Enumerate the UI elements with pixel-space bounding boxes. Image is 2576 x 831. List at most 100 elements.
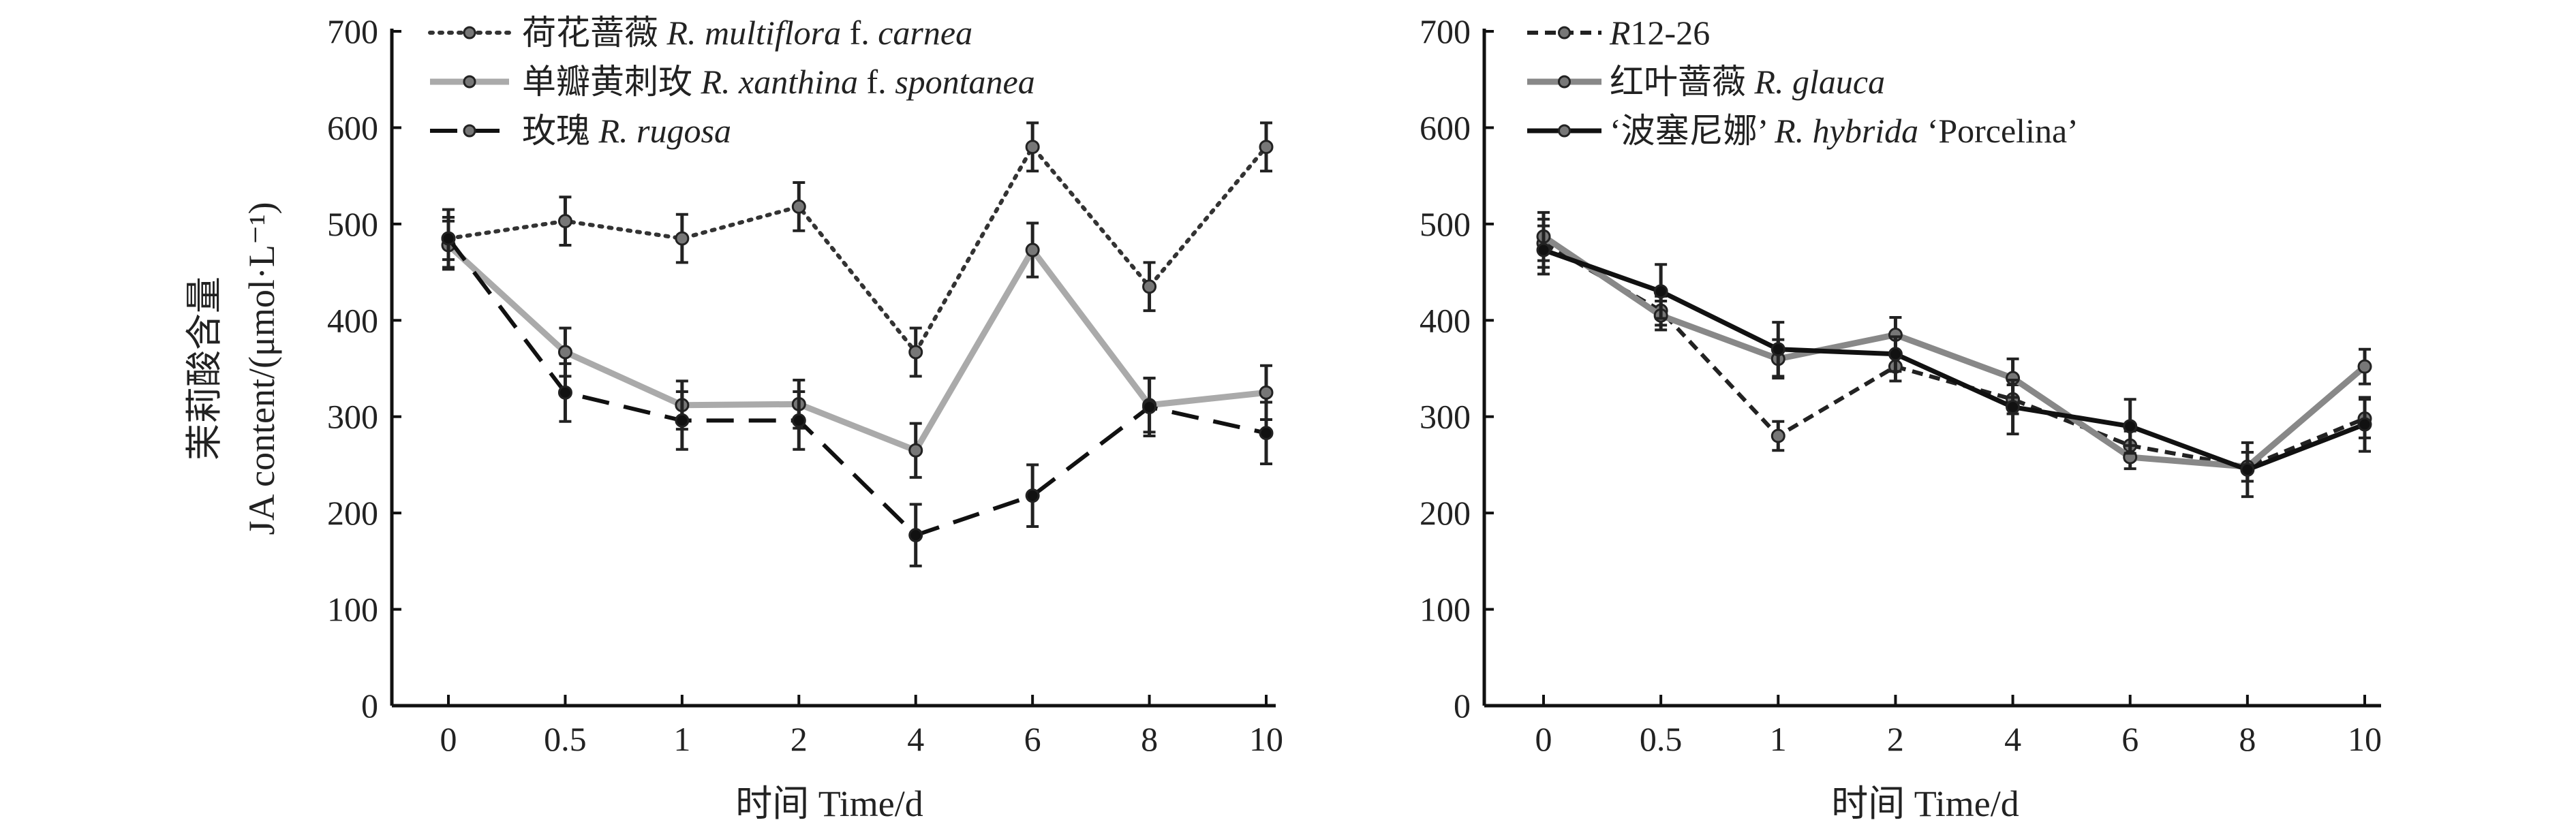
y-tick-label: 400 — [327, 301, 378, 339]
data-point — [1770, 342, 1785, 357]
series-line — [446, 144, 1268, 354]
data-point — [2240, 462, 2255, 477]
data-point — [908, 443, 923, 458]
y-tick-label: 700 — [1420, 12, 1471, 50]
y-tick-label: 200 — [1420, 494, 1471, 532]
y-axis-label-en: JA content/(μmol·L⁻¹) — [241, 202, 282, 535]
data-point — [1259, 426, 1274, 441]
chart-panel-1: 0 100 200 300 400 500 600 700 0 0.5 1 2 4 6 8 10 时间 Time… — [184, 12, 1283, 824]
x-tick-label: 0 — [440, 720, 457, 758]
y-tick-label: 300 — [327, 398, 378, 436]
legend-item: 单瓣黄刺玫 R. xanthina f. spontanea — [430, 63, 1035, 101]
y-tick-label: 0 — [361, 687, 378, 725]
legend-label-part: carnea — [878, 14, 972, 52]
x-tick-label: 0.5 — [1640, 720, 1683, 758]
x-axis-label: 时间 Time/d — [735, 783, 923, 824]
y-tick-label: 600 — [327, 108, 378, 146]
legend-label-part: ‘波塞尼娜’ — [1610, 112, 1775, 150]
legend-item: 玫瑰 R. rugosa — [430, 112, 731, 150]
data-point — [557, 385, 572, 400]
legend-marker — [463, 124, 476, 138]
legend-label: 玫瑰 R. rugosa — [522, 112, 731, 150]
legend-label-part: 单瓣黄刺玫 — [522, 63, 701, 101]
y-tick-label: 500 — [1420, 205, 1471, 243]
y-tick-label: 600 — [1420, 108, 1471, 146]
x-tick-label: 8 — [2239, 720, 2256, 758]
x-tick-label: 6 — [2121, 720, 2138, 758]
data-point — [908, 528, 923, 543]
x-tick-label: 8 — [1141, 720, 1158, 758]
series-2 — [1536, 210, 2372, 483]
data-point — [2357, 359, 2372, 374]
y-tick-label: 300 — [1420, 398, 1471, 436]
legend-marker — [1558, 124, 1571, 138]
data-point — [441, 231, 456, 246]
y-tick-label: 400 — [1420, 301, 1471, 339]
x-tick-label: 2 — [1887, 720, 1904, 758]
data-point — [1259, 385, 1274, 400]
data-point — [1536, 242, 1551, 257]
y-tick-label: 100 — [1420, 591, 1471, 629]
x-tick-label: 1 — [673, 720, 690, 758]
series-line — [1542, 247, 2366, 472]
legend-label: ‘波塞尼娜’ R. hybrida ‘Porcelina’ — [1610, 112, 2079, 150]
data-point — [557, 214, 572, 229]
legend-label-part: 红叶蔷薇 — [1610, 63, 1755, 101]
legend-marker — [1558, 75, 1571, 89]
legend-item: 荷花蔷薇 R. multiflora f. carnea — [428, 14, 972, 52]
y-tick-label: 700 — [327, 12, 378, 50]
data-point — [1142, 400, 1157, 415]
legend-label-part: 12-26 — [1631, 14, 1711, 52]
data-point — [1142, 279, 1157, 294]
data-point — [1653, 284, 1668, 299]
y-tick-label: 0 — [1454, 687, 1471, 725]
x-tick-label: 2 — [791, 720, 808, 758]
legend-label-part: f. — [858, 63, 895, 101]
legend-label: 荷花蔷薇 R. multiflora f. carnea — [522, 14, 972, 52]
legend-item: 红叶蔷薇 R. glauca — [1527, 63, 1885, 101]
legend-label-part: R. hybrida — [1774, 112, 1918, 150]
legend-label: 红叶蔷薇 R. glauca — [1610, 63, 1885, 101]
data-point — [2006, 400, 2021, 415]
legend-marker — [1558, 26, 1571, 40]
x-tick-label: 4 — [2004, 720, 2021, 758]
legend-label-part: R. multiflora — [666, 14, 842, 52]
data-point — [675, 413, 690, 428]
data-point — [791, 413, 806, 428]
x-tick-label: 0 — [1535, 720, 1552, 758]
chart-panel-2: 0 100 200 300 400 500 600 700 0 0.5 1 2 4 6 8 10 时间 Time… — [1420, 12, 2382, 824]
x-tick-label: 1 — [1770, 720, 1787, 758]
data-point — [2123, 419, 2138, 434]
legend-item: ‘波塞尼娜’ R. hybrida ‘Porcelina’ — [1527, 112, 2079, 150]
legend-label-part: spontanea — [895, 63, 1035, 101]
x-axis-label: 时间 Time/d — [1831, 783, 2019, 824]
data-point — [675, 231, 690, 246]
data-point — [1025, 488, 1040, 503]
series-3 — [441, 208, 1274, 567]
series-line — [1542, 234, 2367, 470]
legend-marker — [463, 26, 476, 40]
data-point — [791, 199, 806, 214]
y-tick-label: 100 — [327, 591, 378, 629]
legend-label-part: R. glauca — [1754, 63, 1886, 101]
x-tick-label: 10 — [1249, 720, 1283, 758]
data-point — [908, 345, 923, 360]
series-3 — [1536, 224, 2372, 499]
legend-label-part: f. — [841, 14, 878, 52]
data-point — [1025, 140, 1040, 155]
series-line — [446, 237, 1267, 537]
legend-label: 单瓣黄刺玫 R. xanthina f. spontanea — [522, 63, 1035, 101]
x-tick-label: 4 — [907, 720, 924, 758]
x-tick-label: 0.5 — [544, 720, 587, 758]
data-point — [557, 345, 572, 360]
y-tick-label: 500 — [327, 205, 378, 243]
data-point — [1025, 242, 1040, 257]
legend-label-part: 荷花蔷薇 — [522, 14, 667, 52]
x-tick-label: 10 — [2348, 720, 2382, 758]
legend-marker — [463, 75, 476, 89]
legend-label-part: 玫瑰 — [522, 112, 599, 150]
legend-label: R12-26 — [1609, 14, 1710, 52]
legend-label-part: R. xanthina — [701, 63, 859, 101]
series-2 — [441, 219, 1274, 479]
